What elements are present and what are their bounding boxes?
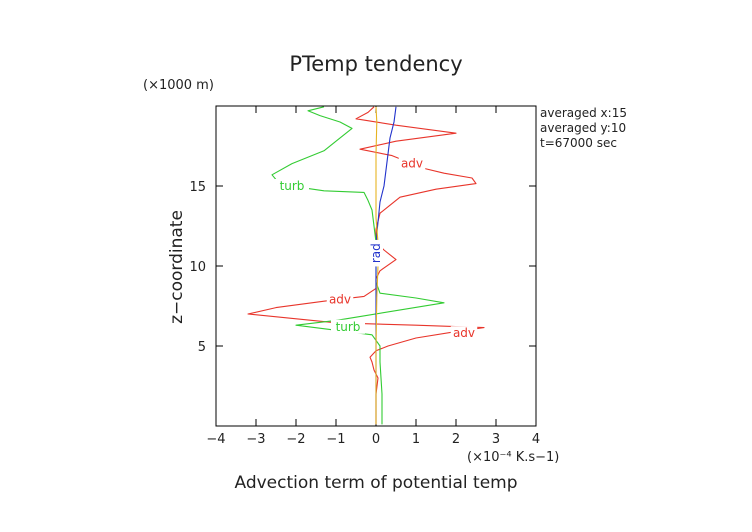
series-label-turb: turb [280,179,305,193]
y-tick-label: 10 [189,260,206,275]
chart-title: PTemp tendency [289,52,462,76]
y-tick-label: 15 [189,180,206,195]
series-line-rad [375,106,397,425]
series-label-adv: adv [329,293,351,307]
x-axis-label: Advection term of potential temp [234,473,517,493]
y-axis-label: z−coordinate [167,210,187,324]
x-tick-label: 1 [412,432,420,447]
x-tick-label: 0 [372,432,380,447]
series-label-bg [369,239,383,267]
info-line: averaged x:15 [540,106,627,120]
series-label-bg [450,326,478,341]
series-line-adv [247,106,485,425]
plot-frame [215,105,537,427]
series-label-bg [331,319,365,334]
x-unit-label: (×10⁻⁴ K.s−1) [467,450,559,465]
y-tick-label: 5 [198,340,206,355]
series-line-turb [271,106,445,425]
x-tick-label: −3 [246,432,265,447]
x-tick-label: 2 [452,432,460,447]
series-label-adv: adv [453,326,475,340]
series-label-bg [275,179,309,193]
y-unit-label: (×1000 m) [143,78,214,93]
x-tick-label: 3 [492,432,500,447]
x-tick-label: −2 [286,432,305,447]
series-group [247,106,485,425]
x-tick-label: −4 [206,432,225,447]
info-line: t=67000 sec [540,136,617,150]
series-line-unlabeled [375,106,379,425]
info-line: averaged y:10 [540,121,626,135]
axis-ticks: −4 −3 −2 −1 0 1 2 3 4 5 10 15 [189,106,540,447]
series-labels: adv adv adv turb turb rad [275,156,478,341]
series-label-adv: adv [401,157,423,171]
series-label-rad: rad [369,243,383,263]
series-label-turb: turb [336,320,361,334]
series-label-bg [326,292,354,307]
x-tick-label: −1 [326,432,345,447]
series-label-bg [398,156,426,171]
info-box: averaged x:15 averaged y:10 t=67000 sec [540,106,627,150]
x-tick-label: 4 [532,432,540,447]
